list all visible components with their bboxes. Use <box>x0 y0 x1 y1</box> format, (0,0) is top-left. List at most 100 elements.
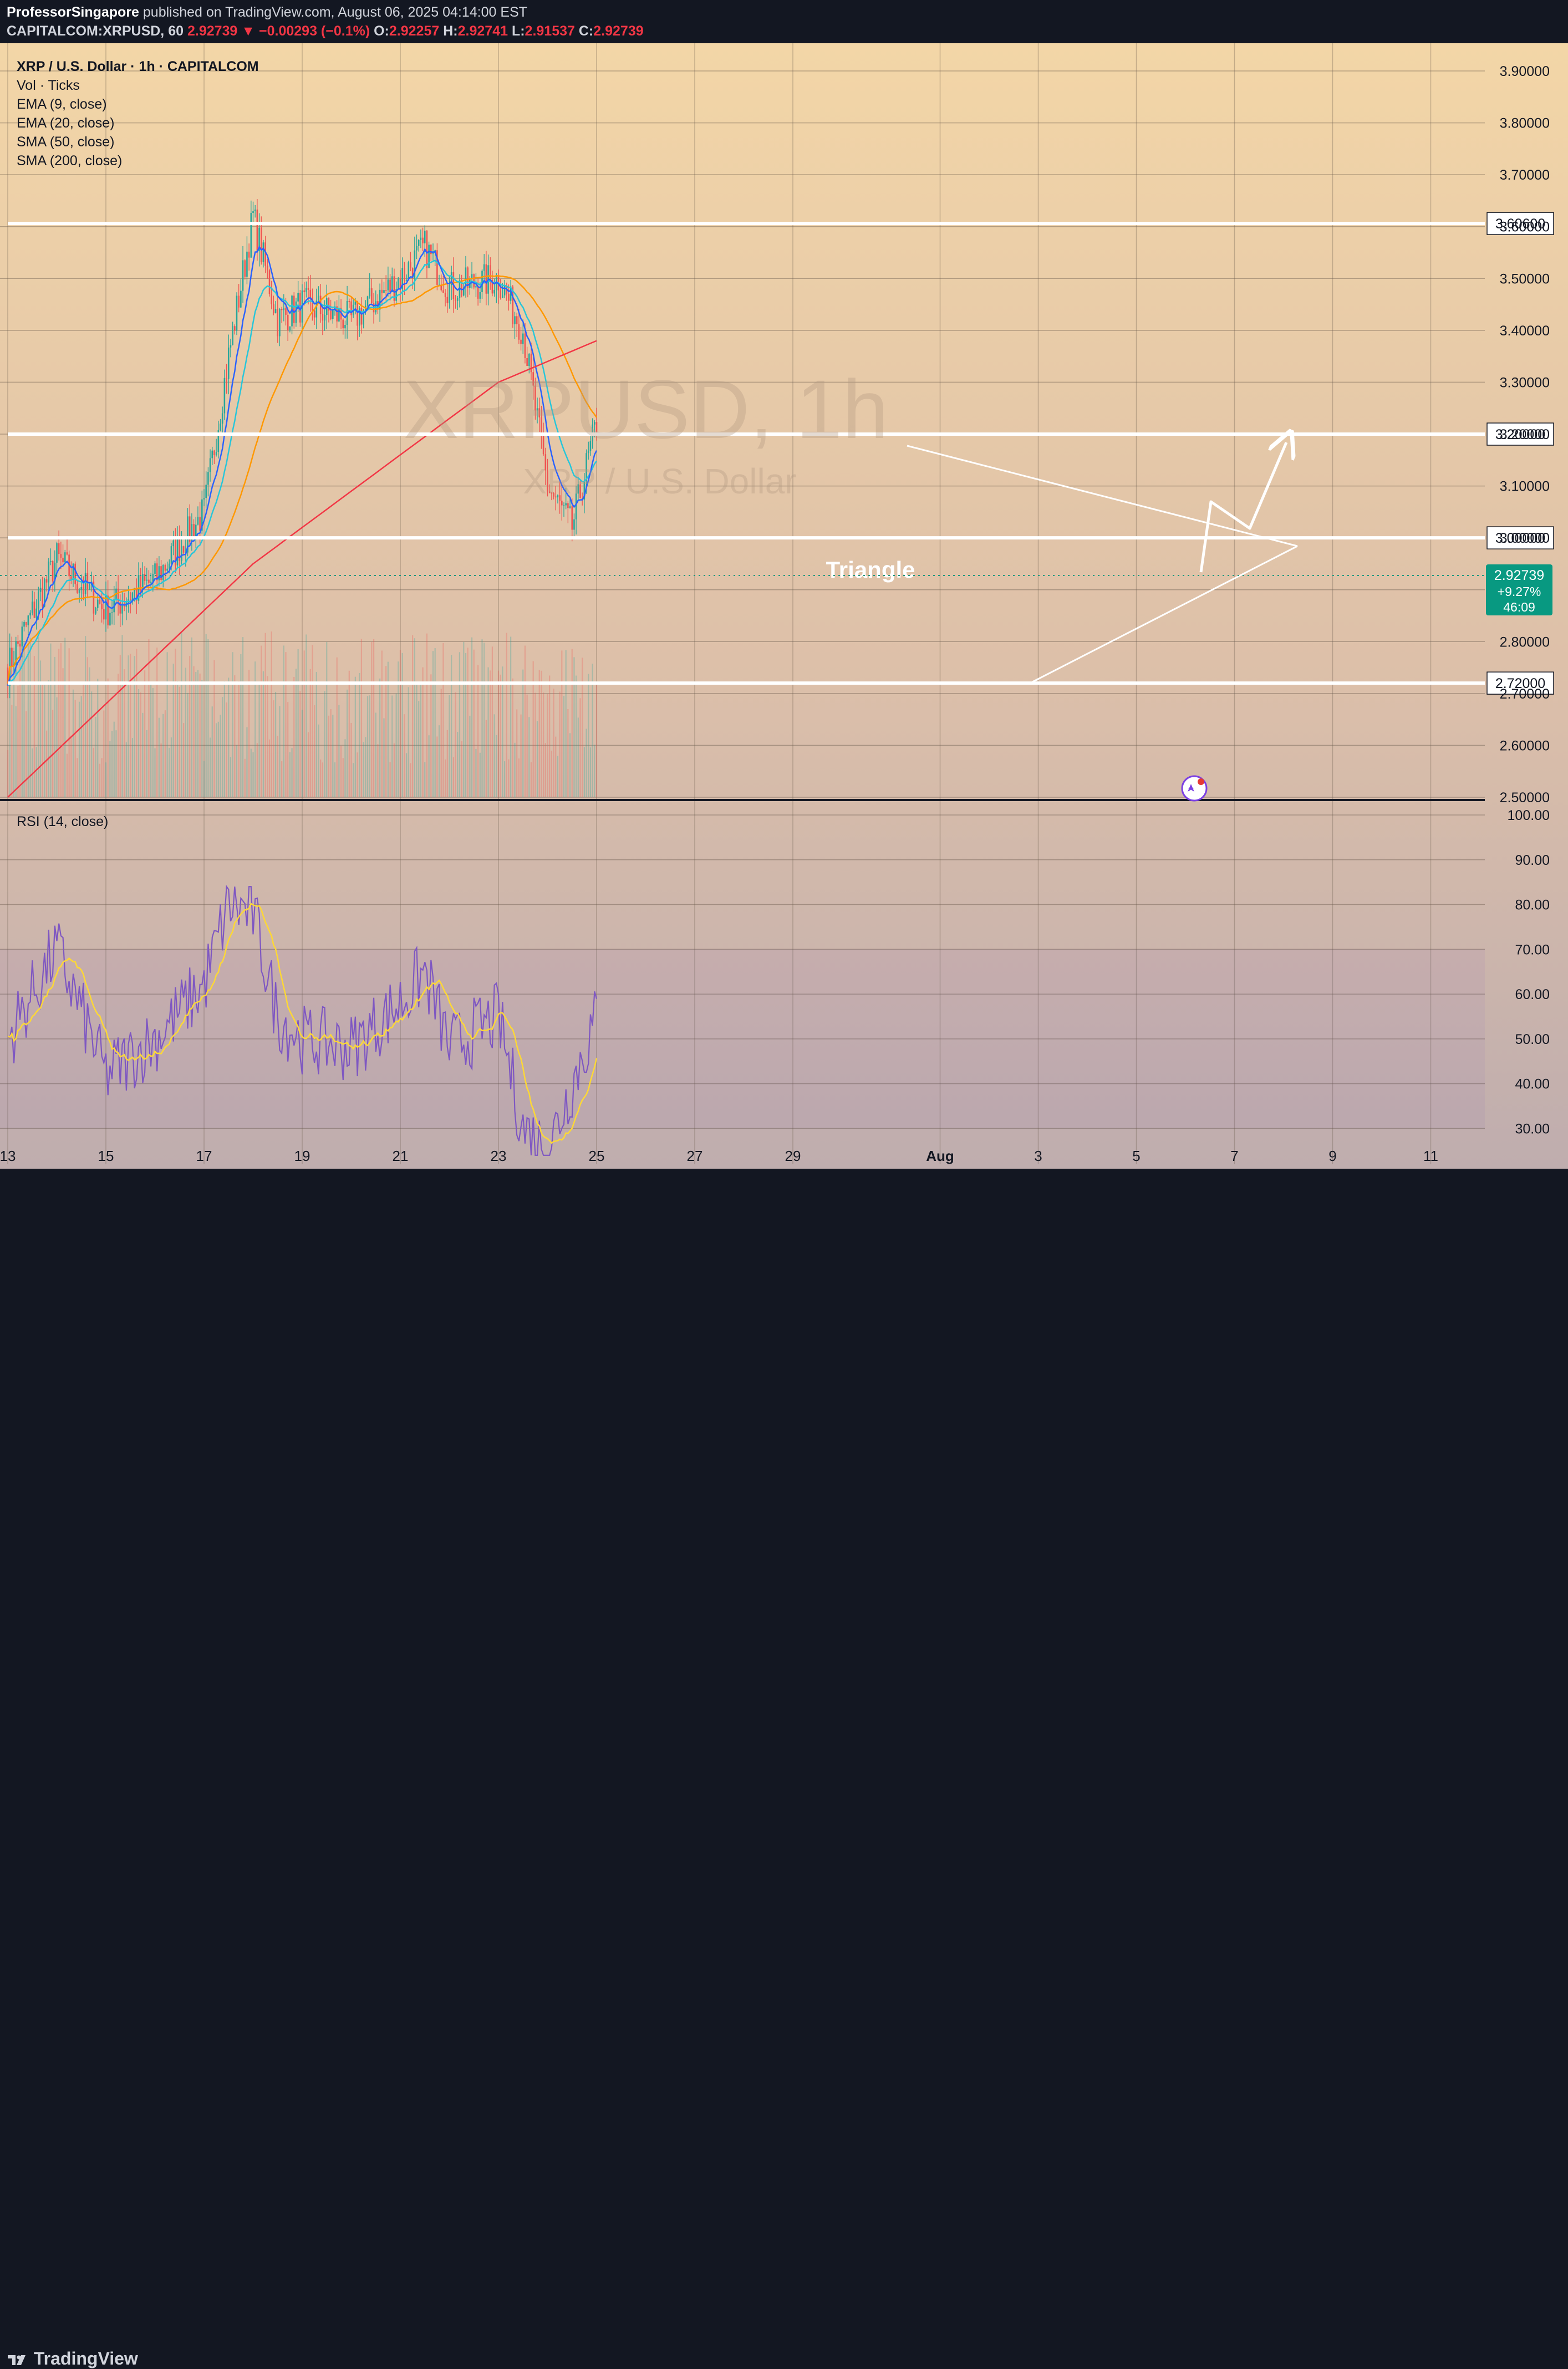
time-tick-label: 21 <box>393 1148 409 1164</box>
candle-body <box>201 499 203 531</box>
candle-body <box>103 609 105 620</box>
volume-bar <box>336 657 338 797</box>
candle-body <box>223 378 226 414</box>
volume-bar <box>58 649 60 797</box>
legend-sma200[interactable]: SMA (200, close) <box>17 153 122 169</box>
candle-body <box>274 309 277 314</box>
volume-bar <box>97 679 99 797</box>
volume-bar <box>314 705 315 797</box>
candle-body <box>432 253 434 254</box>
candle-body <box>346 301 348 325</box>
volume-bar <box>514 742 516 797</box>
volume-bar <box>248 670 250 797</box>
candle-body <box>154 563 156 574</box>
volume-bar <box>430 674 432 797</box>
sma50-line <box>7 275 598 686</box>
candle-body <box>469 278 471 288</box>
volume-bar <box>312 645 313 797</box>
candle-body <box>23 621 25 627</box>
volume-bar <box>223 681 225 797</box>
price-tick-label: 3.60000 <box>1500 220 1550 235</box>
candle-body <box>530 354 532 373</box>
high-value: 2.92741 <box>457 23 508 39</box>
legend-title[interactable]: XRP / U.S. Dollar · 1h · CAPITALCOM <box>17 59 259 74</box>
volume-bar <box>366 696 369 797</box>
volume-bar <box>379 678 381 797</box>
volume-bar <box>193 666 195 797</box>
publisher-name[interactable]: ProfessorSingapore <box>7 4 139 20</box>
volume-bar <box>32 748 33 797</box>
volume-bar <box>166 652 168 797</box>
volume-bar <box>160 743 162 797</box>
candle-body <box>144 574 146 581</box>
candle-body <box>42 588 43 607</box>
candle-body <box>215 452 217 456</box>
publisher-line: ProfessorSingapore published on TradingV… <box>7 4 527 21</box>
volume-bar <box>473 649 475 797</box>
volume-bar <box>526 694 528 797</box>
candle-body <box>15 641 17 665</box>
volume-bar <box>442 643 444 797</box>
volume-bar <box>154 748 156 797</box>
candle-body <box>446 297 449 303</box>
volume-bar <box>201 680 203 797</box>
triangle-lower-trendline[interactable] <box>1032 545 1298 683</box>
rsi-tick-label: 100.00 <box>1508 808 1550 823</box>
horizontal-levels[interactable]: 3.60600 3.20000 3.00000 2.72000 <box>8 212 1554 695</box>
volume-bar <box>146 730 147 797</box>
legend-sma50[interactable]: SMA (50, close) <box>17 134 114 150</box>
candle-body <box>232 326 233 345</box>
price-tick-label: 3.20000 <box>1500 427 1550 442</box>
price-axis[interactable]: 3.90000 3.80000 3.70000 3.60000 3.50000 3.400… <box>1500 64 1550 1137</box>
legend-ema9[interactable]: EMA (9, close) <box>17 96 107 112</box>
volume-bar <box>436 736 438 797</box>
triangle-upper-trendline[interactable] <box>907 445 1298 547</box>
rsi-legend[interactable]: RSI (14, close) <box>17 814 108 829</box>
volume-bar <box>594 745 595 797</box>
open-label: O: <box>374 23 389 39</box>
volume-bar <box>583 747 585 797</box>
volume-bar <box>530 762 532 797</box>
projection-arrow[interactable] <box>1199 442 1286 573</box>
current-price-tag[interactable]: 2.92739 +9.27% 46:09 <box>0 564 1552 615</box>
volume-bar <box>189 656 191 797</box>
published-text: published on TradingView.com, August 06,… <box>142 4 527 20</box>
volume-bar <box>451 655 452 797</box>
tradingview-logo[interactable]: TradingView <box>7 2348 138 2369</box>
price-tick-label: 3.40000 <box>1500 323 1550 339</box>
footer-bar: TradingView <box>0 1169 1568 2368</box>
candle-body <box>395 289 397 301</box>
candle-body <box>313 310 315 318</box>
volume-bar <box>582 658 583 797</box>
volume-bar <box>576 675 577 797</box>
time-axis[interactable]: 13 15 17 19 21 23 25 27 29 Aug 3 5 7 9 11 <box>0 1148 1438 1164</box>
volume-bar <box>301 710 303 797</box>
triangle-annotation[interactable]: Triangle <box>826 557 915 583</box>
candle-body <box>99 599 101 604</box>
volume-bar <box>579 698 581 797</box>
candle-body <box>96 599 99 608</box>
volume-bar <box>481 639 483 797</box>
candle-body <box>354 301 357 305</box>
sparkle-icon[interactable] <box>1181 775 1208 802</box>
volume-bar <box>176 681 179 797</box>
candle-body <box>181 546 182 561</box>
volume-bar <box>170 737 172 797</box>
volume-bar <box>27 644 29 797</box>
candle-body <box>551 492 553 494</box>
legend-ema20[interactable]: EMA (20, close) <box>17 115 114 131</box>
volume-bar <box>262 671 264 797</box>
volume-bar <box>158 717 160 797</box>
volume-bar <box>107 678 109 797</box>
volume-bar <box>11 705 13 797</box>
time-tick-label: 25 <box>589 1148 605 1164</box>
candle-body <box>485 264 487 294</box>
volume-bar <box>268 739 271 797</box>
candle-body <box>357 301 358 326</box>
candle-body <box>479 292 481 299</box>
volume-bar <box>258 681 260 797</box>
candle-body <box>404 268 405 281</box>
legend-volume[interactable]: Vol · Ticks <box>17 78 80 93</box>
high-label: H: <box>443 23 458 39</box>
